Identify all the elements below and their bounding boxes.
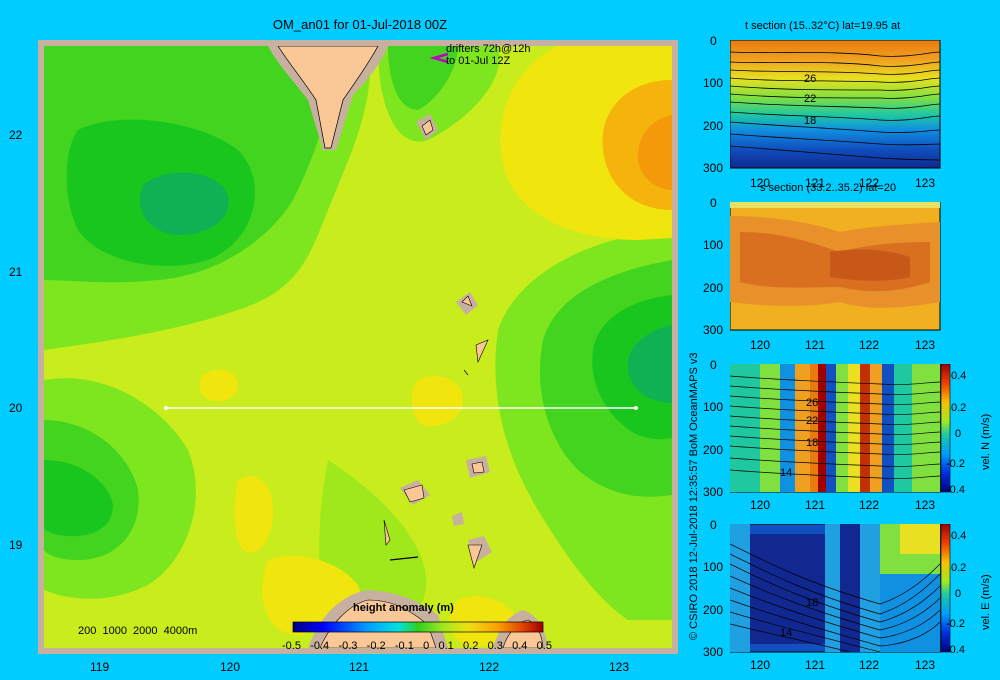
colorbar-title: height anomaly (m) [353,602,454,614]
vn-side-label: vel. N (m/s) [980,413,992,470]
vn-section-panel: 26 22 18 14 [730,364,941,493]
land-taiwan [277,46,379,149]
height-anomaly-map [38,40,678,654]
svg-text:18: 18 [806,597,818,609]
drifter-icon [429,52,449,64]
lat-tick-19: 19 [9,538,23,552]
lon-tick-121: 121 [349,660,370,674]
map-title: OM_an01 for 01-Jul-2018 00Z [272,17,448,32]
svg-text:26: 26 [806,397,818,409]
svg-text:14: 14 [780,627,792,639]
vn-colorbar [940,364,951,493]
lat-tick-21: 21 [9,265,23,279]
lon-tick-120: 120 [220,660,241,674]
lon-tick-119: 119 [90,660,110,674]
lat-tick-22: 22 [9,128,23,142]
ve-colorbar [940,524,951,653]
credit-text: © CSIRO 2018 12-Jul-2018 12:35:57 BoM Oc… [688,352,700,640]
svg-text:14: 14 [780,467,792,479]
svg-text:18: 18 [806,437,818,449]
ve-section-panel: 18 14 [730,524,941,653]
ve-side-label: vel. E (m/s) [980,574,992,630]
s-section-title: s section (33.2..35.2) lat=20 [760,182,897,194]
t-section-panel: 26 22 18 [730,40,941,169]
svg-text:22: 22 [804,93,816,105]
t-section-title: t section (15..32°C) lat=19.95 at [745,20,901,32]
drifter-label: drifters 72h@12h to 01-Jul 12Z [446,43,531,67]
s-section-panel [730,202,941,331]
depth-legend: 200 1000 2000 4000m [78,625,198,637]
colorbar-ticks: -0.5 -0.4 -0.3 -0.2 -0.1 0 0.1 0.2 0.3 0… [282,640,552,652]
svg-text:26: 26 [804,73,816,85]
lon-tick-122: 122 [479,660,500,674]
svg-text:22: 22 [806,415,818,427]
svg-text:18: 18 [804,115,816,127]
lon-tick-123: 123 [609,660,630,674]
height-colorbar [292,621,544,633]
lat-tick-20: 20 [9,401,23,415]
